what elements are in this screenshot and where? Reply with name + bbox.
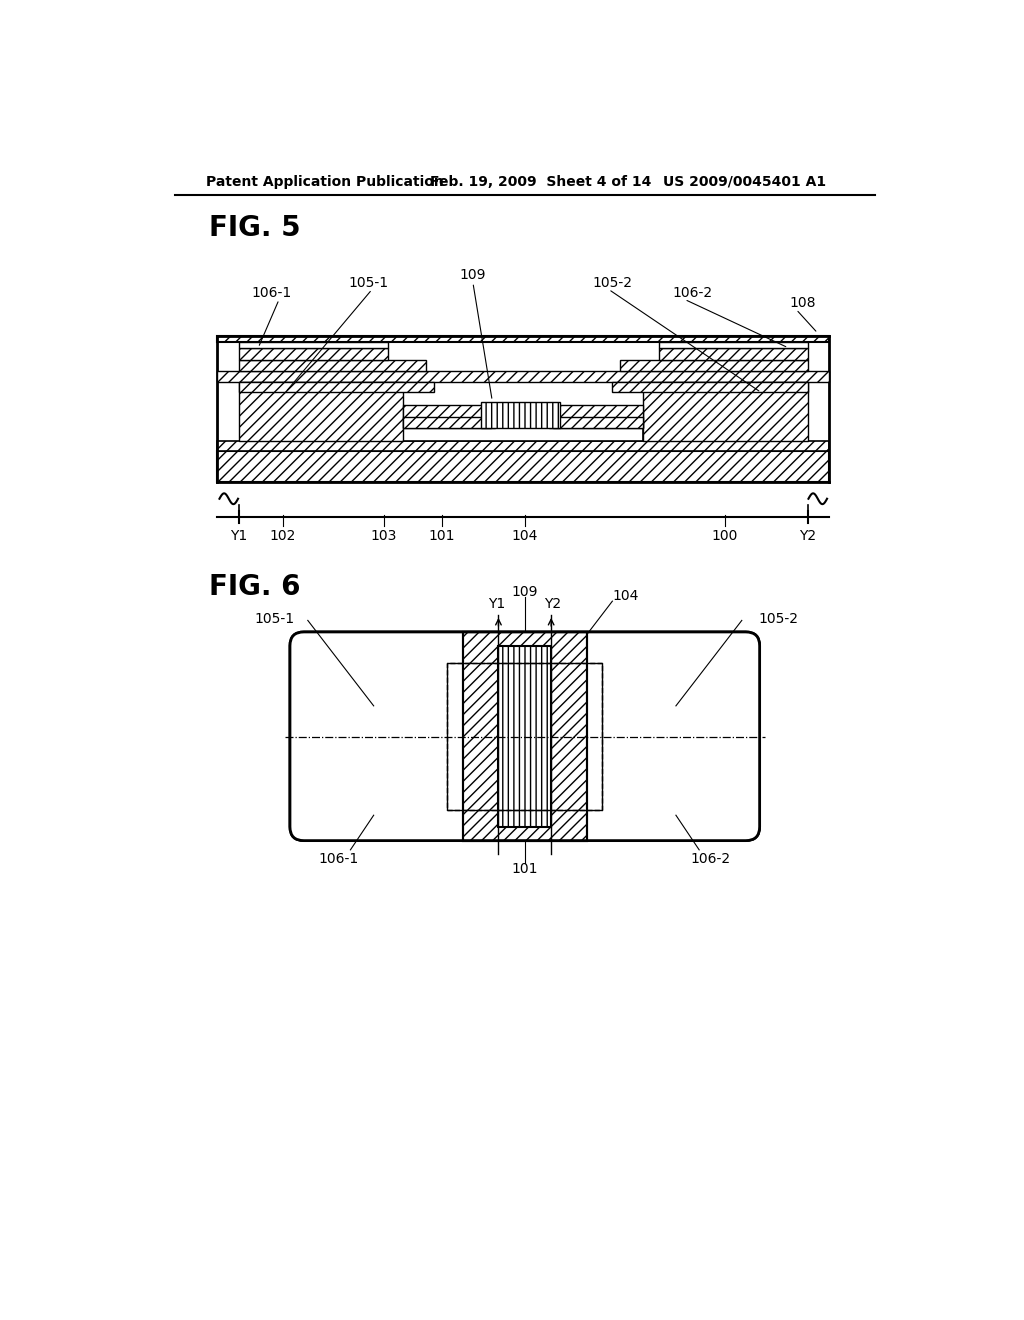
- Polygon shape: [658, 342, 808, 348]
- Polygon shape: [403, 417, 490, 428]
- Text: US 2009/0045401 A1: US 2009/0045401 A1: [663, 174, 826, 189]
- Bar: [463, 632, 587, 841]
- Text: Y1: Y1: [488, 597, 506, 611]
- Polygon shape: [621, 360, 808, 371]
- Text: 100: 100: [712, 529, 738, 543]
- Text: FIG. 5: FIG. 5: [209, 214, 301, 242]
- Text: 105-2: 105-2: [758, 612, 799, 626]
- Polygon shape: [239, 342, 388, 348]
- Text: 106-1: 106-1: [251, 286, 292, 300]
- Polygon shape: [549, 405, 643, 428]
- Text: 104: 104: [512, 529, 538, 543]
- Polygon shape: [239, 360, 426, 371]
- Text: Y2: Y2: [799, 529, 816, 543]
- Text: 104: 104: [612, 589, 639, 603]
- Polygon shape: [612, 381, 808, 392]
- Polygon shape: [239, 381, 403, 441]
- Text: 108: 108: [790, 296, 815, 310]
- FancyBboxPatch shape: [290, 632, 760, 841]
- Text: 105-2: 105-2: [592, 276, 633, 290]
- Polygon shape: [403, 428, 643, 441]
- Text: Feb. 19, 2009  Sheet 4 of 14: Feb. 19, 2009 Sheet 4 of 14: [430, 174, 651, 189]
- Text: 101: 101: [429, 529, 455, 543]
- Bar: [463, 632, 587, 841]
- Text: 103: 103: [371, 529, 397, 543]
- Text: 106-2: 106-2: [672, 286, 713, 300]
- Bar: [499, 645, 551, 826]
- Polygon shape: [480, 401, 560, 428]
- Polygon shape: [217, 371, 829, 381]
- Text: 101: 101: [512, 862, 538, 876]
- Polygon shape: [217, 441, 829, 451]
- Polygon shape: [403, 405, 495, 428]
- Bar: [447, 663, 602, 810]
- Bar: [447, 663, 602, 810]
- Text: FIG. 6: FIG. 6: [209, 573, 301, 601]
- Text: Patent Application Publication: Patent Application Publication: [206, 174, 443, 189]
- Polygon shape: [643, 381, 808, 441]
- Polygon shape: [553, 417, 643, 428]
- Polygon shape: [217, 451, 829, 482]
- Text: 106-2: 106-2: [691, 853, 731, 866]
- Text: 102: 102: [269, 529, 296, 543]
- Text: 109: 109: [512, 585, 538, 599]
- Polygon shape: [239, 381, 434, 392]
- Polygon shape: [658, 348, 808, 360]
- Text: 105-1: 105-1: [254, 612, 295, 626]
- Text: 105-1: 105-1: [348, 276, 388, 290]
- Polygon shape: [239, 348, 388, 360]
- Text: 109: 109: [460, 268, 486, 282]
- FancyBboxPatch shape: [290, 632, 760, 841]
- Text: Y1: Y1: [230, 529, 248, 543]
- Text: Y2: Y2: [544, 597, 561, 611]
- Polygon shape: [217, 335, 829, 342]
- Text: 106-1: 106-1: [318, 853, 359, 866]
